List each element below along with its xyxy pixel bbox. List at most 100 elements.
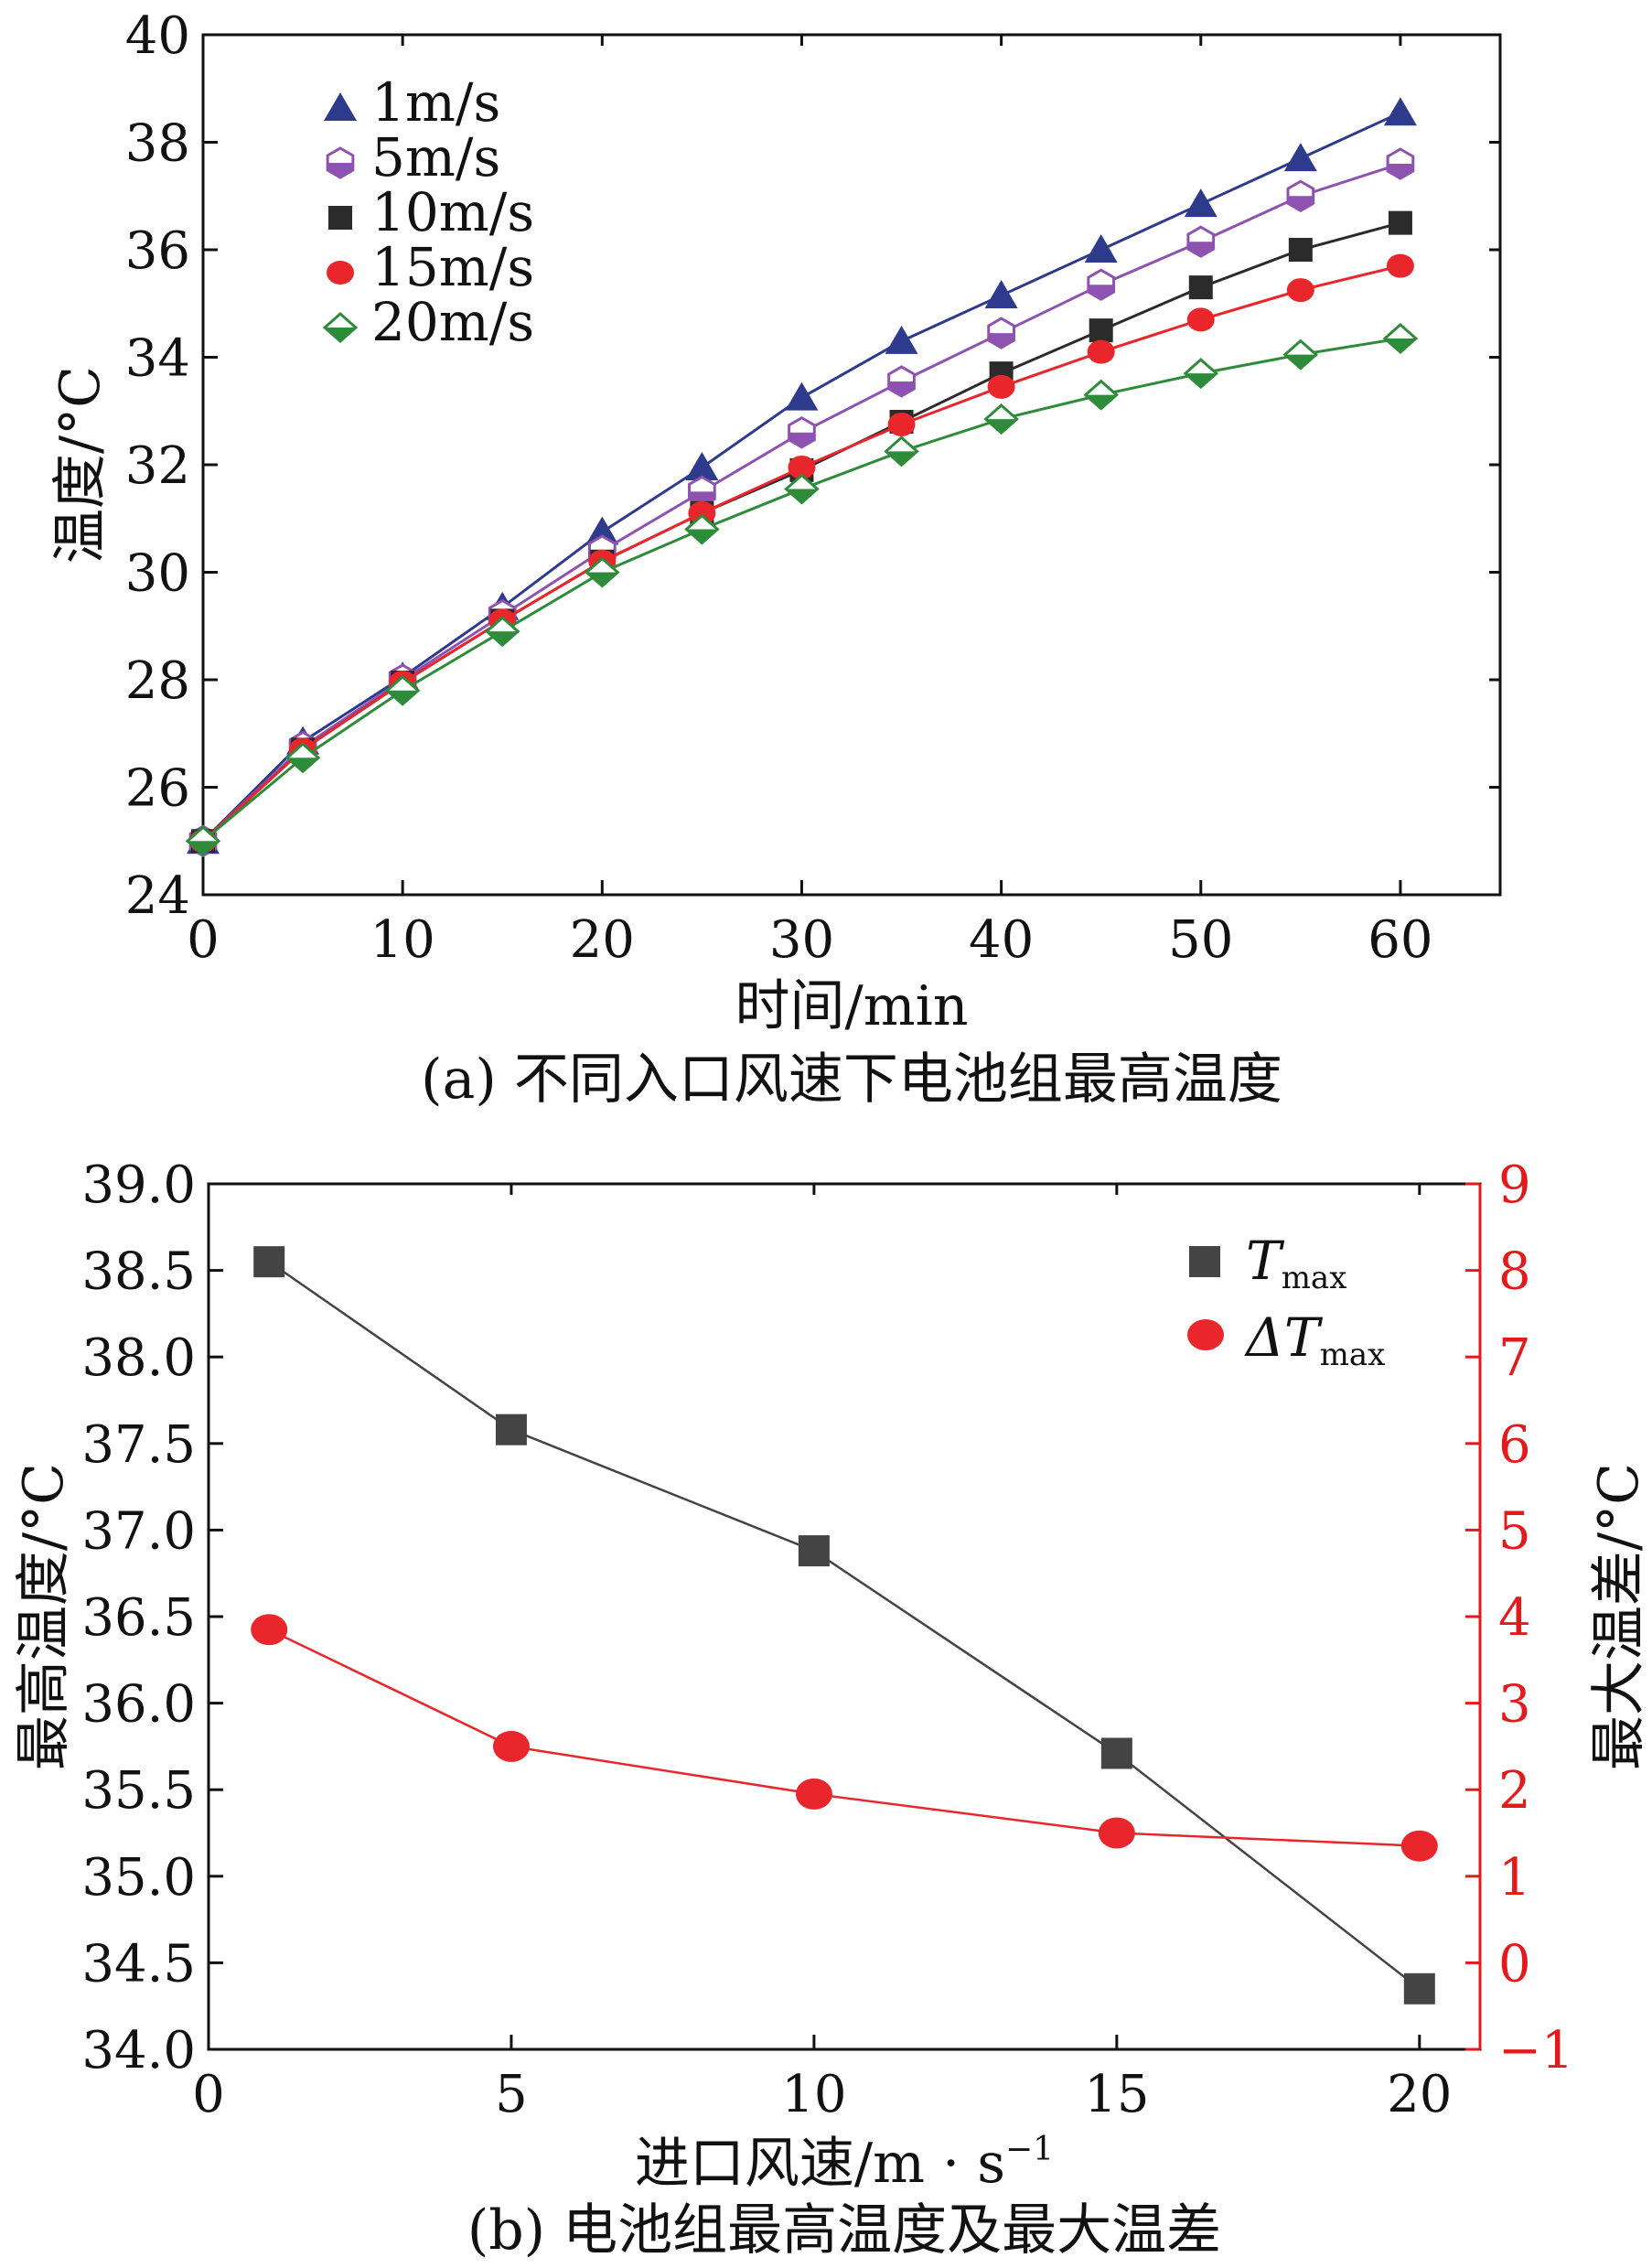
chart-b-left-y-ticks: 34.0 34.5 35.0 35.5 36.0 36.5 37.0 37.5 38.0 38.5…	[81, 1155, 223, 2080]
chart-b-right-y-ticks: −1 0 1 2 3 4 5 6 7 8 9	[1465, 1155, 1574, 2080]
triangle-marker-shape	[984, 279, 1018, 308]
hexagon-marker-fill	[1388, 164, 1413, 178]
legend-label-20ms: 20m/s	[371, 291, 534, 353]
legend-item-5ms: 5m/s	[326, 126, 500, 188]
chart-a-y-ticks: 24 26 28 30 32 34 36 38 40	[125, 6, 1500, 926]
diamond-marker-fill	[686, 529, 718, 543]
y-tick-label-26: 26	[125, 759, 190, 819]
data-point-delta-tmax-20	[1400, 1830, 1438, 1862]
chart-a-caption: (a) 不同入口风速下电池组最高温度	[421, 1048, 1282, 1112]
diamond-marker-fill	[1284, 354, 1316, 369]
y-tick-label-28: 28	[125, 651, 190, 711]
chart-b-right-y-axis-label: 最大温差/°C	[1587, 1463, 1651, 1770]
data-point-20m-s-25	[684, 513, 720, 545]
right-y-tick-label-3: 3	[1498, 1675, 1531, 1735]
legend-tmax-sub: max	[1282, 1260, 1347, 1296]
chart-a-y-axis-label: 温度/°C	[48, 366, 113, 564]
circle-marker-shape	[327, 261, 354, 285]
diamond-marker-fill	[287, 758, 319, 772]
diamond-marker-fill	[985, 419, 1017, 434]
right-y-tick-label-9: 9	[1498, 1155, 1531, 1215]
legend-marker-shape	[327, 261, 354, 285]
legend-tmax-main: T	[1246, 1230, 1285, 1292]
right-y-tick-label-2: 2	[1498, 1761, 1531, 1821]
legend-delta-tmax-sub: max	[1320, 1337, 1386, 1373]
right-y-tick-label-1: −1	[1498, 2021, 1574, 2080]
series-line-delta-tmax	[268, 1628, 1420, 1847]
circle-marker-shape	[987, 374, 1015, 399]
circle-marker-shape	[788, 455, 816, 479]
legend-label-delta-tmax: ΔTmax	[1244, 1306, 1385, 1373]
left-y-tick-label-37-5: 37.5	[81, 1415, 196, 1475]
diamond-marker-fill	[586, 572, 618, 586]
data-point-5m-s-45	[1087, 268, 1116, 301]
data-point-15m-s-50	[1186, 307, 1215, 332]
circle-marker-shape	[1386, 253, 1414, 278]
data-point-1m-s-60	[1383, 97, 1417, 126]
legend-item-10ms: 10m/s	[328, 181, 534, 243]
data-point-10m-s-60	[1388, 210, 1412, 235]
triangle-marker-shape	[785, 382, 819, 411]
series-tmax	[253, 1246, 1435, 2005]
data-point-1m-s-50	[1184, 188, 1218, 218]
data-point-20m-s-60	[1382, 322, 1419, 354]
triangle-marker-shape	[1184, 188, 1218, 218]
left-y-tick-label-38-0: 38.0	[81, 1328, 196, 1388]
x-tick-label-30: 30	[769, 910, 834, 970]
data-point-1m-s-25	[685, 451, 719, 480]
data-point-5m-s-30	[788, 416, 816, 449]
circle-marker-shape	[1186, 307, 1215, 332]
x-tick-label-20: 20	[570, 910, 635, 970]
data-point-10m-s-45	[1089, 318, 1113, 343]
square-marker-shape	[328, 206, 352, 230]
hexagon-marker-fill	[327, 163, 353, 177]
data-point-20m-s-55	[1282, 339, 1319, 371]
legend-marker-circle	[1187, 1319, 1224, 1350]
chart-b-series	[251, 1246, 1438, 2005]
x-tick-label-40: 40	[969, 910, 1034, 970]
diamond-marker-fill	[1085, 394, 1117, 409]
diamond-marker-fill	[786, 489, 818, 503]
data-point-20m-s-45	[1083, 379, 1119, 411]
x-tick-label-15: 15	[1084, 2065, 1149, 2124]
data-point-delta-tmax-10	[795, 1778, 832, 1810]
data-point-1m-s-45	[1084, 234, 1118, 263]
x-axis-label-text: 进口风速/m · s	[635, 2132, 1005, 2196]
data-point-1m-s-20	[585, 516, 619, 545]
x-tick-label-10: 10	[370, 910, 435, 970]
x-tick-label-0: 0	[192, 2065, 225, 2124]
circle-marker-shape	[1286, 278, 1314, 303]
right-y-tick-label-8: 8	[1498, 1242, 1531, 1302]
data-point-1m-s-35	[885, 325, 918, 354]
y-tick-label-38: 38	[125, 114, 190, 174]
legend-label-15ms: 15m/s	[371, 236, 534, 298]
data-point-20m-s-10	[384, 674, 421, 706]
data-point-10m-s-55	[1288, 238, 1313, 262]
left-y-tick-label-34-5: 34.5	[81, 1934, 196, 1994]
chart-a-x-axis-label: 时间/min	[735, 974, 969, 1038]
circle-marker-shape	[1087, 339, 1115, 364]
diamond-marker-fill	[387, 690, 419, 704]
x-axis-label-superscript: −1	[1005, 2131, 1054, 2168]
data-point-15m-s-60	[1386, 253, 1414, 278]
triangle-marker-shape	[585, 516, 619, 545]
left-y-tick-label-35-5: 35.5	[81, 1761, 196, 1821]
data-point-10m-s-50	[1188, 275, 1213, 300]
legend-item-1ms: 1m/s	[324, 71, 500, 134]
diamond-marker-fill	[1185, 373, 1217, 388]
right-y-tick-label-0: 0	[1498, 1934, 1531, 1994]
chart-b-x-ticks: 0 5 10 15 20	[192, 1184, 1452, 2124]
legend-item-tmax: Tmax	[1189, 1230, 1346, 1296]
data-point-20m-s-40	[983, 403, 1019, 435]
data-point-15m-s-35	[887, 412, 916, 436]
data-point-20m-s-15	[484, 616, 520, 648]
y-tick-label-36: 36	[125, 221, 190, 281]
legend-label-tmax: Tmax	[1246, 1230, 1346, 1296]
data-point-5m-s-50	[1186, 225, 1216, 258]
diamond-marker-fill	[885, 451, 917, 466]
hexagon-marker-fill	[888, 381, 915, 396]
x-tick-label-60: 60	[1368, 910, 1432, 970]
data-point-delta-tmax-15	[1098, 1817, 1135, 1849]
chart-b-legend: Tmax ΔTmax	[1187, 1230, 1385, 1373]
